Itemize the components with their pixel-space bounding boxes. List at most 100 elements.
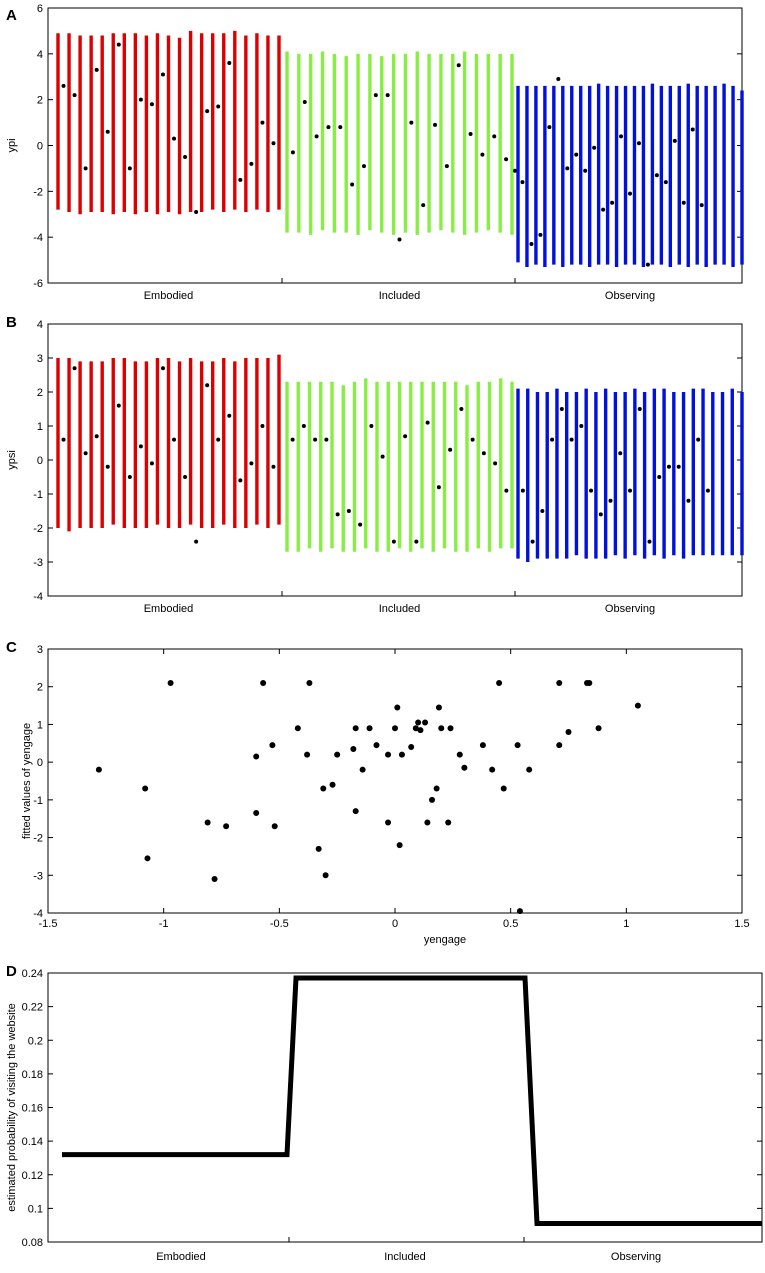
data-point xyxy=(470,437,475,442)
data-point xyxy=(433,122,438,127)
data-point xyxy=(149,461,154,466)
y-tick-label: 0.14 xyxy=(22,1136,43,1148)
y-axis-label: fitted values of yengage xyxy=(21,723,33,839)
data-point xyxy=(260,424,265,428)
scatter-point xyxy=(422,719,429,726)
y-tick-label: 2 xyxy=(37,95,43,107)
scatter-point xyxy=(526,766,533,773)
data-point xyxy=(105,464,110,469)
data-point xyxy=(72,366,77,371)
x-tick-label: -1.5 xyxy=(39,918,58,930)
data-point xyxy=(492,134,497,139)
data-point xyxy=(338,125,343,130)
y-tick-label: -2 xyxy=(33,523,43,535)
data-point xyxy=(238,478,243,483)
y-tick-label: 0.18 xyxy=(22,1069,43,1081)
scatter-point xyxy=(438,725,445,732)
data-point xyxy=(127,166,132,171)
x-tick-label-embodied: Embodied xyxy=(144,603,194,615)
data-point xyxy=(361,164,366,169)
data-point xyxy=(696,437,701,442)
x-tick-label: -0.5 xyxy=(270,918,289,930)
data-point xyxy=(574,152,579,157)
x-tick-label-embodied: Embodied xyxy=(156,1251,206,1263)
y-tick-label: 0.16 xyxy=(22,1103,43,1115)
scatter-point xyxy=(385,819,392,826)
scatter-point xyxy=(223,823,230,830)
scatter-point xyxy=(269,742,276,749)
data-point xyxy=(72,93,77,98)
scatter-point xyxy=(253,810,260,817)
data-point xyxy=(690,127,695,132)
scatter-point xyxy=(445,819,452,826)
scatter-point xyxy=(586,679,593,686)
scatter-point xyxy=(412,725,419,732)
data-point xyxy=(520,488,525,493)
plot-frame xyxy=(47,323,743,597)
panel-B: B -4 -3 -2 -1 0 1 2 3 4 ypsi Embodied Included Observ… xyxy=(6,314,744,615)
data-point xyxy=(385,93,390,98)
x-tick-label: 1.5 xyxy=(734,918,749,930)
x-tick-label-included: Included xyxy=(379,290,421,302)
data-point xyxy=(547,125,552,130)
data-point xyxy=(116,42,121,47)
data-point xyxy=(61,83,66,88)
data-point xyxy=(672,138,677,143)
scatter-point xyxy=(500,785,507,792)
data-point xyxy=(301,424,306,428)
data-point xyxy=(583,168,588,173)
scatter-point xyxy=(294,725,301,732)
panel-C: C -4 -3 -2 -1 0 1 2 3 -1.5 -1 -0.5 0 0.5 1 1.5 yengage fi… xyxy=(6,639,750,946)
data-point xyxy=(397,237,402,242)
data-point xyxy=(559,407,564,411)
scatter-point xyxy=(565,728,572,735)
data-point xyxy=(598,512,603,517)
y-tick-label: 0.08 xyxy=(22,1237,43,1249)
data-point xyxy=(579,424,584,428)
data-point xyxy=(290,150,295,155)
data-point xyxy=(456,63,461,68)
data-point xyxy=(565,166,570,171)
data-point xyxy=(556,77,561,82)
data-point xyxy=(654,173,659,178)
data-point xyxy=(637,407,642,411)
scatter-point xyxy=(260,679,267,686)
y-tick-label: 0 xyxy=(37,455,43,467)
data-point xyxy=(324,437,329,442)
data-point xyxy=(116,403,121,408)
scatter-point xyxy=(95,766,102,773)
data-point xyxy=(645,262,650,267)
scatter-point xyxy=(322,872,329,879)
data-point xyxy=(530,539,535,544)
scatter-point xyxy=(408,744,415,751)
data-point xyxy=(436,485,441,490)
data-point xyxy=(290,437,295,442)
data-point xyxy=(160,72,165,77)
y-tick-label: 0.12 xyxy=(22,1170,43,1182)
x-tick-label: 0.5 xyxy=(503,918,518,930)
data-point xyxy=(589,488,594,493)
x-tick-label-observing: Observing xyxy=(605,603,655,615)
data-point xyxy=(172,437,177,442)
data-point xyxy=(705,488,710,493)
y-axis-label: ypi xyxy=(6,138,18,152)
y-tick-label: 0.22 xyxy=(22,1002,43,1014)
data-point xyxy=(149,102,154,107)
data-point xyxy=(105,129,110,134)
data-point xyxy=(194,209,199,214)
scatter-point xyxy=(352,808,359,815)
data-point xyxy=(538,232,543,237)
y-tick-label: 3 xyxy=(37,353,43,365)
plot-frame xyxy=(47,972,763,1243)
y-tick-label: 1 xyxy=(37,719,43,731)
scatter-point xyxy=(417,727,424,734)
scatter-point xyxy=(373,742,380,749)
data-point xyxy=(205,109,210,114)
scatter-point xyxy=(429,796,436,803)
scatter-point xyxy=(366,725,373,732)
data-point xyxy=(335,512,340,517)
data-point xyxy=(448,447,453,452)
y-tick-label: -6 xyxy=(33,278,43,290)
data-point xyxy=(421,203,426,208)
scatter-point xyxy=(424,819,431,826)
